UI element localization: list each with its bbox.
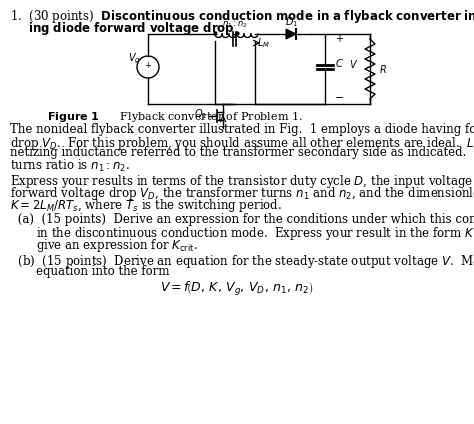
Text: Express your results in terms of the transistor duty cycle $D$, the input voltag: Express your results in terms of the tra… xyxy=(10,174,474,192)
Text: (a)  (15 points)  Derive an expression for the conditions under which this conve: (a) (15 points) Derive an expression for… xyxy=(14,214,474,226)
Text: forward voltage drop $V_D$, the transformer turns $n_1$ and $n_2$, and the dimen: forward voltage drop $V_D$, the transfor… xyxy=(10,186,474,203)
Text: (b)  (15 points)  Derive an equation for the steady-state output voltage $V$.  M: (b) (15 points) Derive an equation for t… xyxy=(14,253,474,270)
Text: in the discontinuous conduction mode.  Express your result in the form $K < K_{\: in the discontinuous conduction mode. Ex… xyxy=(36,225,474,242)
Text: −: − xyxy=(335,93,345,103)
Text: $V = f\!\left(D,\, K,\, V_g,\, V_D,\, n_1,\, n_2\right)$: $V = f\!\left(D,\, K,\, V_g,\, V_D,\, n_… xyxy=(160,280,314,298)
Text: $V$: $V$ xyxy=(349,58,358,70)
Text: $C$: $C$ xyxy=(335,57,344,69)
Text: $Q_1$: $Q_1$ xyxy=(194,107,207,121)
Text: $L_M$: $L_M$ xyxy=(257,36,270,50)
Text: equation into the form: equation into the form xyxy=(36,265,170,277)
Text: drop $V_D$.  For this problem, you should assume all other elements are ideal.  : drop $V_D$. For this problem, you should… xyxy=(10,134,474,151)
Text: $D_1$: $D_1$ xyxy=(285,15,299,29)
Text: give an expression for $K_{\mathrm{crit}}$.: give an expression for $K_{\mathrm{crit}… xyxy=(36,237,198,254)
Polygon shape xyxy=(286,29,296,39)
Text: $V_g$: $V_g$ xyxy=(128,52,140,66)
Text: The nonideal flyback converter illustrated in Fig.  1 employs a diode having for: The nonideal flyback converter illustrat… xyxy=(10,123,474,136)
Text: netizing inductance referred to the transformer secondary side as indicated.  Th: netizing inductance referred to the tran… xyxy=(10,146,474,159)
Text: $R$: $R$ xyxy=(379,63,387,75)
Text: turns ratio is $n_1{:}n_2$.: turns ratio is $n_1{:}n_2$. xyxy=(10,157,130,173)
Text: $n_1{:}n_2$: $n_1{:}n_2$ xyxy=(222,20,248,30)
Text: $\mathbf{ing\ diode\ forward\ voltage\ drop}$: $\mathbf{ing\ diode\ forward\ voltage\ d… xyxy=(28,20,235,37)
Text: +: + xyxy=(335,34,343,44)
Text: +: + xyxy=(145,61,151,70)
Text: $\mathbf{Figure\ 1}$      Flyback converter of Problem 1.: $\mathbf{Figure\ 1}$ Flyback converter o… xyxy=(47,110,303,124)
Text: 1.  (30 points)  $\mathbf{Discontinuous\ conduction\ mode\ in\ a\ flyback\ conve: 1. (30 points) $\mathbf{Discontinuous\ c… xyxy=(10,8,474,25)
Text: $K = 2L_M/RT_s$, where $T_s$ is the switching period.: $K = 2L_M/RT_s$, where $T_s$ is the swit… xyxy=(10,197,282,214)
